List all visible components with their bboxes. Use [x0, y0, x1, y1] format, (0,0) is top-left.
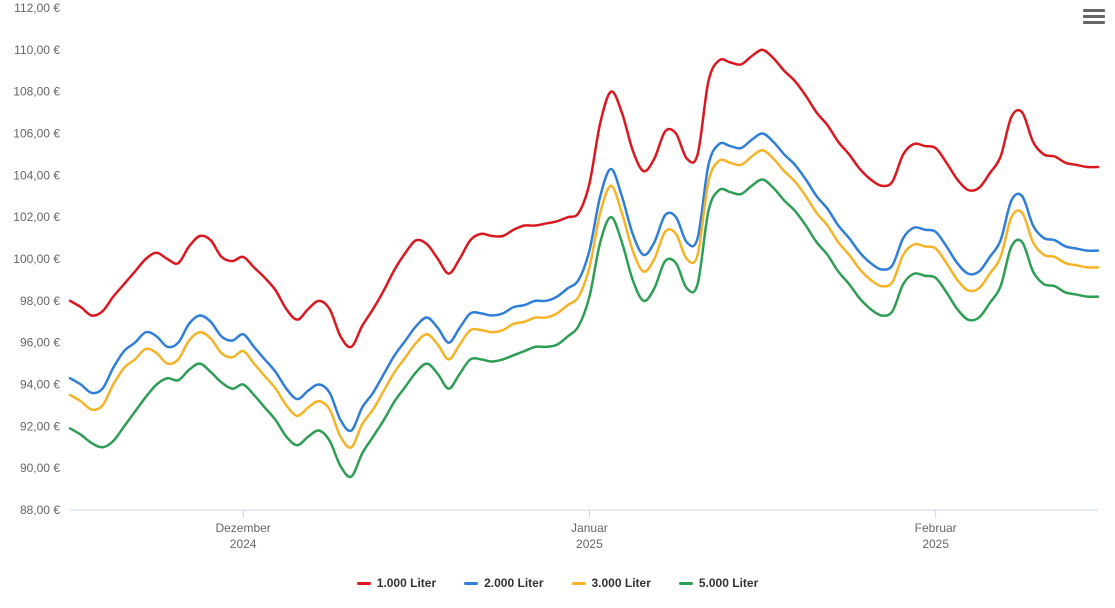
- legend-item[interactable]: 2.000 Liter: [464, 576, 543, 590]
- hamburger-icon[interactable]: [1083, 6, 1105, 24]
- y-tick-label: 94,00 €: [20, 378, 60, 392]
- series-line: [70, 150, 1098, 447]
- legend-label: 5.000 Liter: [699, 576, 758, 590]
- chart-svg: 88,00 € 90,00 € 92,00 € 94,00 € 96,00 € 98,00…: [0, 0, 1115, 608]
- y-tick-label: 106,00 €: [13, 127, 60, 141]
- x-tick-label: Februar: [915, 521, 957, 535]
- x-tick-label: Januar: [571, 521, 608, 535]
- legend-swatch: [357, 582, 371, 586]
- legend: 1.000 Liter 2.000 Liter 3.000 Liter 5.000 L…: [0, 574, 1115, 590]
- y-tick-label: 98,00 €: [20, 294, 60, 308]
- legend-item[interactable]: 1.000 Liter: [357, 576, 436, 590]
- price-chart: 88,00 € 90,00 € 92,00 € 94,00 € 96,00 € 98,00…: [0, 0, 1115, 608]
- x-tick-sublabel: 2025: [576, 537, 603, 551]
- x-tick-sublabel: 2024: [230, 537, 257, 551]
- x-tick-label: Dezember: [215, 521, 270, 535]
- x-tick-sublabel: 2025: [922, 537, 949, 551]
- series-line: [70, 50, 1098, 347]
- y-tick-label: 100,00 €: [13, 252, 60, 266]
- legend-swatch: [679, 582, 693, 586]
- y-tick-label: 102,00 €: [13, 210, 60, 224]
- y-tick-label: 90,00 €: [20, 461, 60, 475]
- y-tick-label: 92,00 €: [20, 419, 60, 433]
- y-tick-label: 104,00 €: [13, 168, 60, 182]
- legend-swatch: [464, 582, 478, 586]
- legend-label: 3.000 Liter: [592, 576, 651, 590]
- legend-item[interactable]: 5.000 Liter: [679, 576, 758, 590]
- y-tick-label: 112,00 €: [14, 1, 60, 15]
- y-tick-label: 108,00 €: [13, 85, 60, 99]
- series-line: [70, 179, 1098, 476]
- legend-item[interactable]: 3.000 Liter: [572, 576, 651, 590]
- y-tick-label: 110,00 €: [14, 43, 60, 57]
- legend-label: 2.000 Liter: [484, 576, 543, 590]
- legend-swatch: [572, 582, 586, 586]
- y-tick-label: 96,00 €: [20, 336, 60, 350]
- legend-label: 1.000 Liter: [377, 576, 436, 590]
- y-tick-label: 88,00 €: [20, 503, 60, 517]
